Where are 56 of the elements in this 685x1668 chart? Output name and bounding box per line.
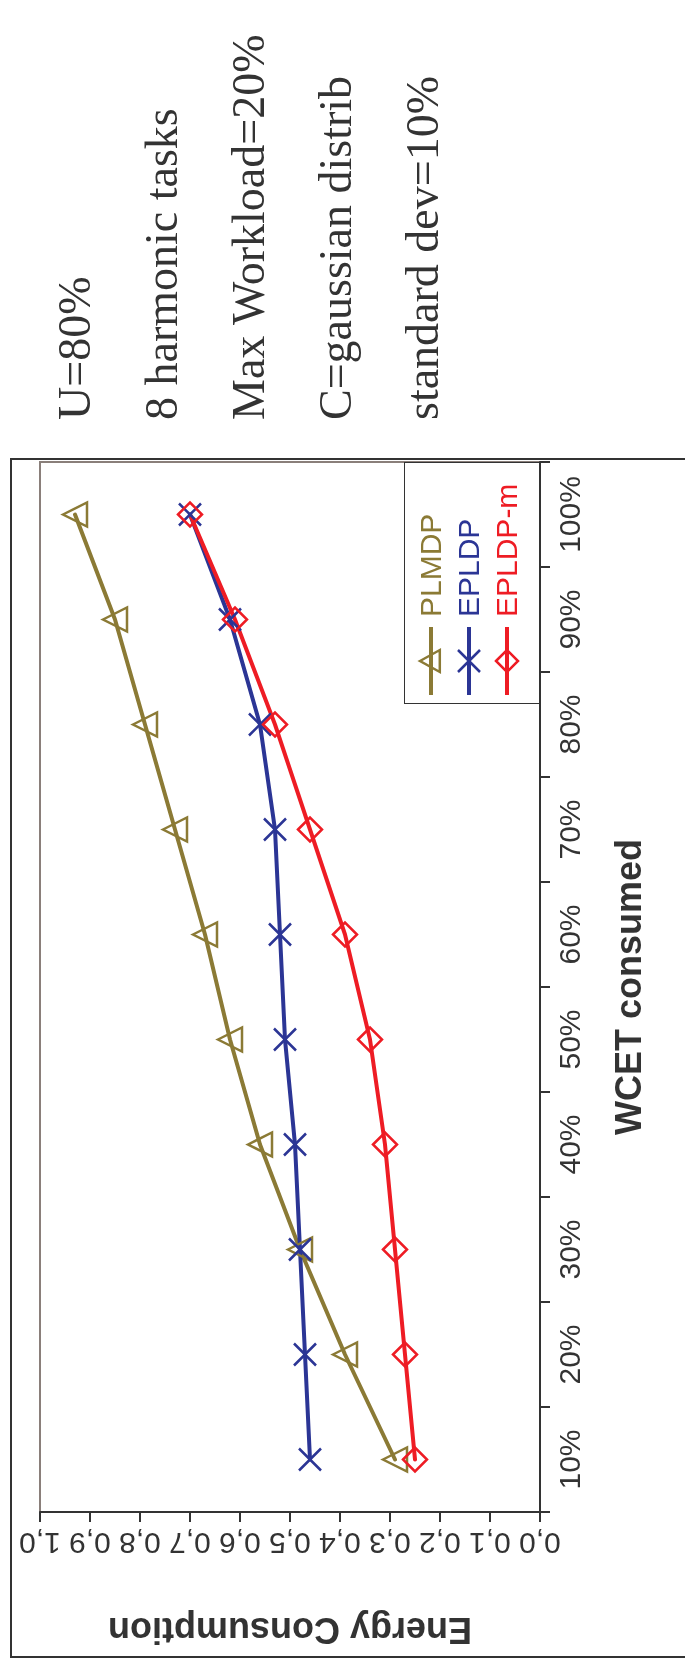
x-tick-label: 0,9 bbox=[69, 1526, 111, 1560]
point bbox=[131, 711, 159, 738]
point bbox=[267, 922, 293, 947]
text: EPLDP-m bbox=[490, 483, 523, 617]
y-tick-label: 40% bbox=[552, 1114, 586, 1175]
point bbox=[61, 501, 89, 528]
point bbox=[247, 712, 273, 737]
point bbox=[216, 1026, 244, 1053]
point bbox=[297, 1447, 323, 1472]
x-tick-label: 0,1 bbox=[469, 1526, 511, 1560]
point bbox=[381, 1446, 409, 1473]
y-tick-label: 100% bbox=[552, 476, 586, 553]
point bbox=[381, 1236, 409, 1263]
x-tick-label: 1,0 bbox=[19, 1526, 61, 1560]
point bbox=[161, 816, 189, 843]
x-axis-title: Energy Consumption bbox=[107, 1609, 473, 1651]
y-tick-label: 60% bbox=[552, 904, 586, 965]
x-tick-label: 0,0 bbox=[519, 1526, 561, 1560]
y-tick-label: 90% bbox=[552, 589, 586, 650]
point bbox=[371, 1131, 399, 1158]
point bbox=[401, 1446, 429, 1473]
point bbox=[292, 1342, 318, 1367]
text: standard dev=10% bbox=[396, 75, 448, 420]
point bbox=[101, 606, 129, 633]
text: U=80% bbox=[48, 276, 100, 420]
y-axis-title: WCET consumed bbox=[607, 838, 649, 1136]
x-tick-label: 0,4 bbox=[319, 1526, 361, 1560]
x-tick-label: 0,3 bbox=[369, 1526, 411, 1560]
x-tick-label: 0,5 bbox=[269, 1526, 311, 1560]
point bbox=[221, 606, 249, 633]
point bbox=[246, 1131, 274, 1158]
text: 8 harmonic tasks bbox=[135, 108, 187, 420]
point bbox=[391, 1341, 419, 1368]
x-tick-label: 0,8 bbox=[119, 1526, 161, 1560]
y-tick-label: 80% bbox=[552, 694, 586, 755]
y-tick-label: 50% bbox=[552, 1009, 586, 1070]
y-tick-label: 70% bbox=[552, 799, 586, 860]
point bbox=[331, 921, 359, 948]
point bbox=[356, 1026, 384, 1053]
point bbox=[262, 817, 288, 842]
text: C=gaussian distrib bbox=[309, 75, 361, 420]
text: EPLDP bbox=[452, 518, 485, 617]
x-tick-label: 0,6 bbox=[219, 1526, 261, 1560]
point bbox=[272, 1027, 298, 1052]
text: Max Workload=20% bbox=[222, 34, 274, 420]
point bbox=[331, 1341, 359, 1368]
y-tick-label: 20% bbox=[552, 1324, 586, 1385]
point bbox=[282, 1132, 308, 1157]
point bbox=[296, 816, 324, 843]
y-tick-label: 10% bbox=[552, 1429, 586, 1490]
text: PLMDP bbox=[414, 513, 447, 617]
x-tick-label: 0,2 bbox=[419, 1526, 461, 1560]
y-tick-label: 30% bbox=[552, 1219, 586, 1280]
point bbox=[261, 711, 289, 738]
point bbox=[191, 921, 219, 948]
x-tick-label: 0,7 bbox=[169, 1526, 211, 1560]
